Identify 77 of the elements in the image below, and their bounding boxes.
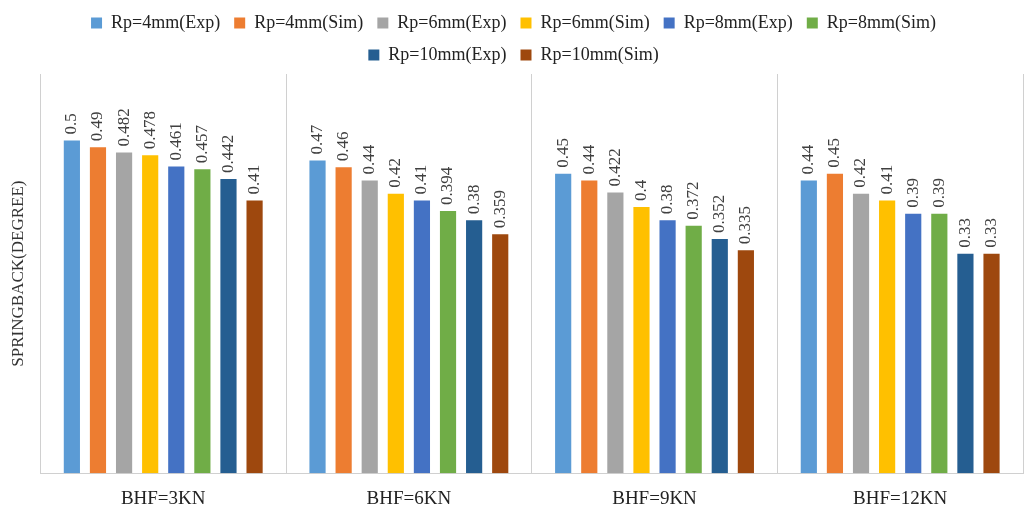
bar [142,155,159,474]
bar [711,239,728,474]
bar [413,200,431,474]
data-label: 0.38 [463,184,483,215]
bar [89,147,107,474]
bar [852,193,870,474]
data-label: 0.45 [552,138,572,168]
data-label: 0.482 [113,108,133,147]
data-label: 0.41 [876,164,896,195]
data-label: 0.359 [489,190,509,229]
data-label: 0.478 [139,110,159,150]
bar [737,250,754,474]
legend-label: Rp=8mm(Exp) [683,11,793,33]
legend-label: Rp=10mm(Sim) [540,43,659,65]
bar [168,166,185,474]
data-label: 0.42 [385,158,405,188]
legend-label: Rp=6mm(Exp) [397,11,507,33]
bar [63,140,80,474]
bar [826,173,844,474]
bar [439,211,457,474]
data-label: 0.422 [604,148,624,187]
data-label: 0.44 [578,144,598,175]
data-label: 0.42 [850,158,870,188]
bar [115,152,133,474]
legend-label: Rp=4mm(Sim) [254,11,364,33]
legend-label: Rp=10mm(Exp) [388,43,507,65]
data-label: 0.372 [683,181,703,220]
data-label: 0.352 [709,194,729,233]
bar [194,169,211,474]
bar [220,179,237,474]
bar [492,234,509,474]
bar [633,207,650,474]
bar [309,160,326,474]
data-label: 0.33 [980,217,1000,248]
y-axis-title: SPRINGBACK(DEGREE) [7,180,27,367]
bar [361,180,378,474]
data-label: 0.394 [437,166,457,206]
bar [555,173,572,474]
bar [957,253,974,474]
bar [335,167,352,474]
data-label: 0.4 [630,179,650,202]
data-label: 0.442 [217,134,237,174]
legend-label: Rp=8mm(Sim) [826,11,936,33]
x-tick-label: BHF=12KN [853,486,948,508]
bar [246,200,263,474]
x-tick-label: BHF=9KN [612,486,698,508]
bar [685,225,702,474]
data-label: 0.33 [954,217,974,248]
data-label: 0.44 [359,144,379,175]
bar [659,220,676,474]
data-label: 0.44 [798,144,818,175]
data-label: 0.461 [165,122,185,161]
data-label: 0.39 [928,177,948,208]
legend-label: Rp=6mm(Sim) [540,11,650,33]
bar [607,192,624,474]
bar [466,220,483,474]
bar [800,180,817,474]
x-tick-label: BHF=6KN [366,486,452,508]
data-label: 0.41 [244,164,264,195]
legend-label: Rp=4mm(Exp) [111,11,221,33]
bar [879,200,896,474]
data-label: 0.46 [333,131,353,162]
data-label: 0.47 [306,124,326,155]
data-label: 0.5 [61,113,81,135]
bar [581,180,598,474]
bar [983,253,1000,474]
data-label: 0.457 [191,124,211,164]
bar [387,193,404,474]
bar [931,213,948,474]
data-label: 0.335 [735,206,755,245]
x-tick-label: BHF=3KN [120,486,206,508]
data-label: 0.49 [87,111,107,142]
data-label: 0.41 [411,164,431,195]
data-label: 0.39 [902,177,922,208]
data-label: 0.38 [657,184,677,215]
bar [905,213,922,474]
data-label: 0.45 [824,138,844,168]
